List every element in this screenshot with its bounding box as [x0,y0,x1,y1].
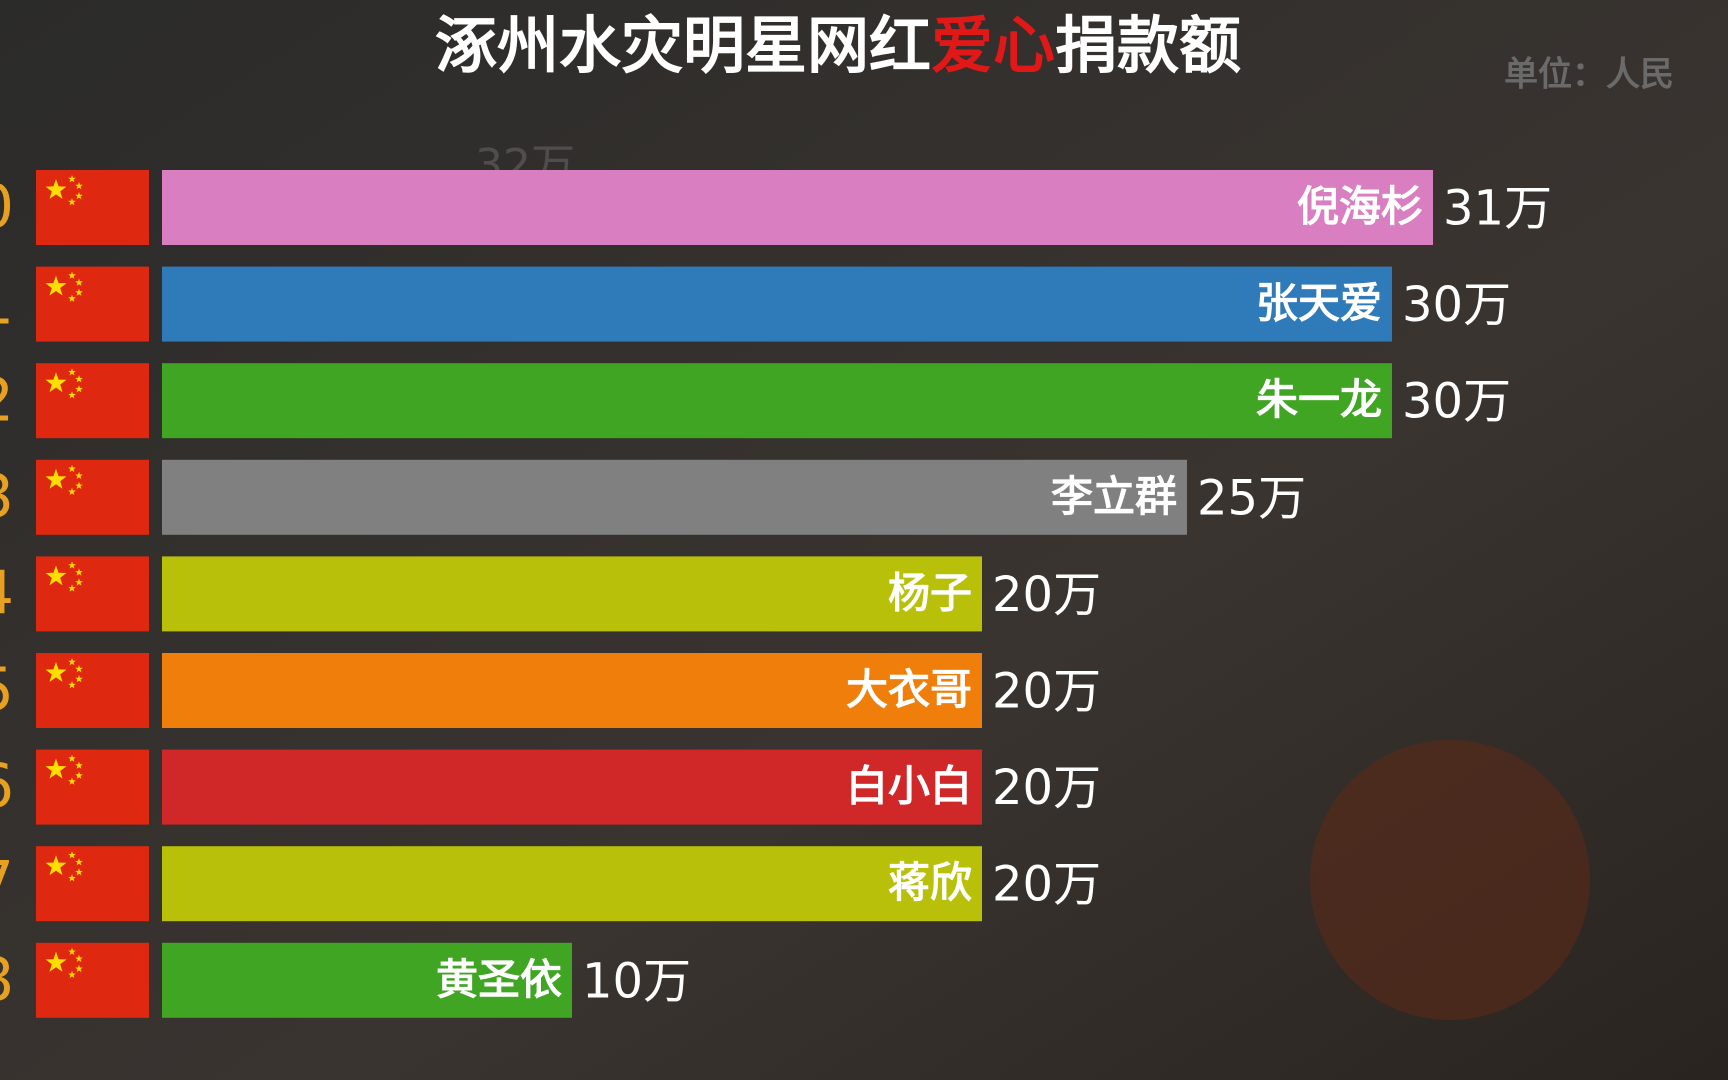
flag-star [45,372,67,393]
flag-star [68,464,76,472]
flag-star [68,561,76,569]
bar [162,749,982,825]
rank-label: 4 [0,558,14,628]
flag-star [75,771,83,779]
rank-label: 3 [0,462,14,532]
flag-star [68,198,76,206]
bar-name: 黄圣依 [436,955,562,1004]
bar-name: 白小白 [846,762,972,811]
flag-star [68,584,76,592]
flag-star [68,754,76,762]
flag-star [75,192,83,200]
flag-star [68,681,76,689]
flag [36,459,149,535]
flag-star [68,777,76,785]
flag [36,653,149,728]
title-part: 涿州水灾明星网红 [435,9,931,82]
value-label: 25万 [1197,470,1306,526]
flag-star [68,658,76,666]
flag-star [75,385,83,393]
flag-star [75,471,83,479]
flag-star [75,288,83,296]
value-label: 20万 [992,760,1101,816]
flag [36,170,149,245]
bar-name: 倪海杉 [1297,182,1423,231]
bar [162,846,982,922]
flag-star [75,278,83,286]
flag [36,942,149,1018]
bar [162,363,1392,439]
flag-star [75,568,83,576]
flag [36,266,149,342]
flag-star [45,468,67,489]
flag-star [68,874,76,882]
background-shape [1310,740,1590,1020]
bar [162,266,1392,342]
flag-star [45,179,67,199]
flag [36,846,149,922]
rank-label: 7 [0,848,14,918]
flag-star [68,175,76,183]
bar [162,459,1187,535]
flag-star [68,851,76,859]
flag-star [75,578,83,586]
flag-star [68,487,76,495]
flag-star [75,954,83,962]
rank-label: 6 [0,752,14,822]
bar [162,653,982,728]
flag-star [68,947,76,955]
bar [162,170,1433,245]
flag-star [75,675,83,683]
chart-title: 涿州水灾明星网红爱心捐款额 [435,9,1241,82]
flag-star [68,368,76,376]
bar-name: 张天爱 [1256,279,1382,328]
rank-label: 1 [0,269,14,339]
flag-star [75,761,83,769]
flag-star [45,758,67,779]
value-label: 10万 [582,953,691,1009]
rank-label: 5 [0,655,14,725]
flag-star [45,275,67,296]
value-label: 30万 [1402,277,1511,333]
flag-star [68,391,76,399]
title-part: 捐款额 [1055,9,1241,82]
flag [36,363,149,439]
flag [36,556,149,632]
flag-star [68,970,76,978]
unit-label: 单位：人民 [1504,55,1674,95]
title-part: 爱心 [931,9,1055,82]
rank-label: 8 [0,945,14,1015]
flag-star [45,951,67,972]
bar-name: 李立群 [1051,472,1177,521]
value-label: 31万 [1443,181,1552,237]
flag-star [68,271,76,279]
value-label: 20万 [992,567,1101,623]
flag-star [75,964,83,972]
bar [162,556,982,632]
value-label: 20万 [992,857,1101,913]
flag-star [75,665,83,673]
flag [36,749,149,825]
flag-star [68,294,76,302]
rank-label: 0 [0,172,14,242]
rank-label: 2 [0,365,14,435]
value-label: 30万 [1402,374,1511,430]
flag-star [45,855,67,876]
bar [162,942,572,1018]
flag-star [75,868,83,876]
bar-name: 蒋欣 [888,858,972,907]
value-label: 20万 [992,664,1101,720]
bar-name: 朱一龙 [1256,375,1382,424]
flag-star [75,481,83,489]
bar-name: 杨子 [888,568,972,617]
flag-star [75,182,83,190]
bar-name: 大衣哥 [846,665,972,714]
flag-star [45,565,67,586]
flag-star [75,375,83,383]
flag-star [75,858,83,866]
flag-star [45,662,67,682]
